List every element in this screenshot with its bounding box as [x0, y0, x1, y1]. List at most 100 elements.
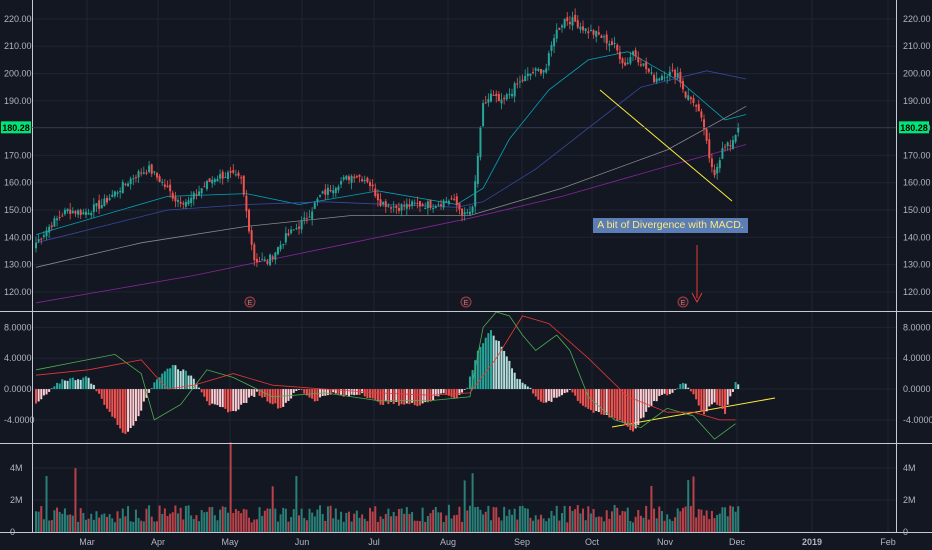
moving-average-0: [35, 51, 747, 235]
volume-bar: [58, 511, 61, 532]
volume-bar: [350, 521, 353, 532]
candlesticks: [35, 8, 740, 268]
candle-body: [324, 189, 327, 195]
macd-histogram-bar: [561, 389, 563, 396]
macd-histogram-bar: [87, 377, 90, 390]
volume-bar: [726, 516, 729, 532]
candle-body: [342, 177, 345, 180]
macd-histogram-bar: [329, 389, 332, 395]
macd-histogram-bar: [484, 337, 487, 390]
candle-body: [731, 140, 734, 149]
candle-body: [397, 207, 400, 211]
volume-bar: [539, 514, 542, 532]
macd-histogram-bar: [35, 389, 37, 404]
volume-bar: [216, 520, 219, 532]
macd-histogram-bar: [113, 389, 116, 419]
volume-bar: [563, 505, 566, 532]
candle-body: [132, 178, 135, 180]
macd-histogram-bar: [432, 389, 435, 401]
candle-body: [708, 139, 711, 159]
macd-histogram-bar: [681, 382, 684, 390]
candle-body: [161, 181, 164, 183]
macd-histogram-bar: [255, 389, 258, 392]
volume-bar: [518, 506, 521, 532]
macd-histogram-bar: [42, 389, 45, 396]
volume-bar: [274, 508, 277, 532]
candle-body: [618, 51, 621, 60]
volume-bar: [626, 507, 629, 532]
macd-histogram-bar: [413, 389, 416, 406]
volume-bar: [295, 476, 298, 532]
volume-bar: [192, 518, 195, 532]
volume-bar: [240, 513, 243, 532]
candle-body: [518, 81, 521, 83]
volume-bar: [655, 518, 658, 532]
volume-bar: [650, 485, 653, 532]
volume-bar: [605, 510, 608, 532]
macd-histogram-bar: [721, 389, 724, 409]
volume-bar: [313, 516, 316, 532]
volume-bar: [237, 510, 240, 532]
macd-histogram-bar: [169, 368, 172, 390]
macd-pane: [35, 311, 740, 440]
macd-histogram-bar: [237, 389, 240, 410]
volume-bar: [645, 505, 648, 532]
candle-body: [142, 172, 145, 174]
candle-body: [379, 199, 382, 206]
candle-body: [508, 94, 511, 96]
macd-histogram-bar: [155, 379, 158, 390]
volume-bar: [221, 506, 224, 532]
macd-histogram-bar: [326, 389, 329, 396]
volume-bar: [150, 516, 153, 532]
volume-bar: [634, 516, 637, 532]
macd-histogram-bar: [663, 389, 666, 394]
candle-body: [334, 188, 337, 194]
macd-histogram-bar: [729, 389, 732, 397]
macd-histogram-bar: [166, 368, 169, 390]
macd-histogram-bar: [655, 389, 658, 402]
macd-histogram-bar: [545, 389, 548, 403]
volume-bar: [595, 517, 598, 532]
volume-bar: [284, 508, 287, 532]
macd-histogram-bar: [713, 389, 716, 403]
candle-body: [266, 261, 269, 264]
volume-bar: [82, 512, 85, 532]
candle-body: [584, 28, 587, 32]
volume-bar: [48, 520, 51, 532]
candle-body: [103, 198, 106, 207]
volume-bar: [161, 513, 164, 532]
macd-histogram-bar: [700, 389, 703, 412]
volume-bar: [258, 507, 261, 532]
volume-bar: [695, 517, 698, 532]
candle-body: [403, 205, 406, 207]
volume-bar: [600, 516, 603, 532]
candle-body: [511, 93, 514, 97]
candle-body: [179, 201, 182, 204]
volume-bar: [45, 476, 48, 532]
macd-histogram-bar: [626, 389, 629, 427]
macd-histogram-bar: [95, 389, 98, 392]
volume-bar: [495, 507, 498, 532]
candle-body: [116, 192, 119, 194]
macd-histogram-bar: [369, 389, 372, 399]
macd-histogram-bar: [553, 389, 556, 398]
price-tick-right: 130.00: [903, 260, 931, 270]
volume-bar: [224, 507, 227, 532]
candle-body: [516, 83, 519, 85]
candle-body: [71, 210, 74, 214]
volume-bar: [103, 513, 106, 532]
macd-histogram-bar: [518, 379, 521, 390]
volume-bar: [95, 511, 98, 532]
earnings-marker-label: E: [248, 300, 253, 307]
macd-histogram-bar: [408, 389, 411, 405]
volume-bar: [35, 511, 37, 532]
candle-body: [716, 166, 719, 174]
macd-histogram-bar: [77, 379, 80, 390]
volume-bar: [618, 515, 621, 532]
candle-body: [145, 172, 148, 174]
price-tick-right: 170.00: [903, 150, 931, 160]
macd-histogram-bar: [450, 389, 453, 398]
candle-body: [721, 148, 724, 159]
